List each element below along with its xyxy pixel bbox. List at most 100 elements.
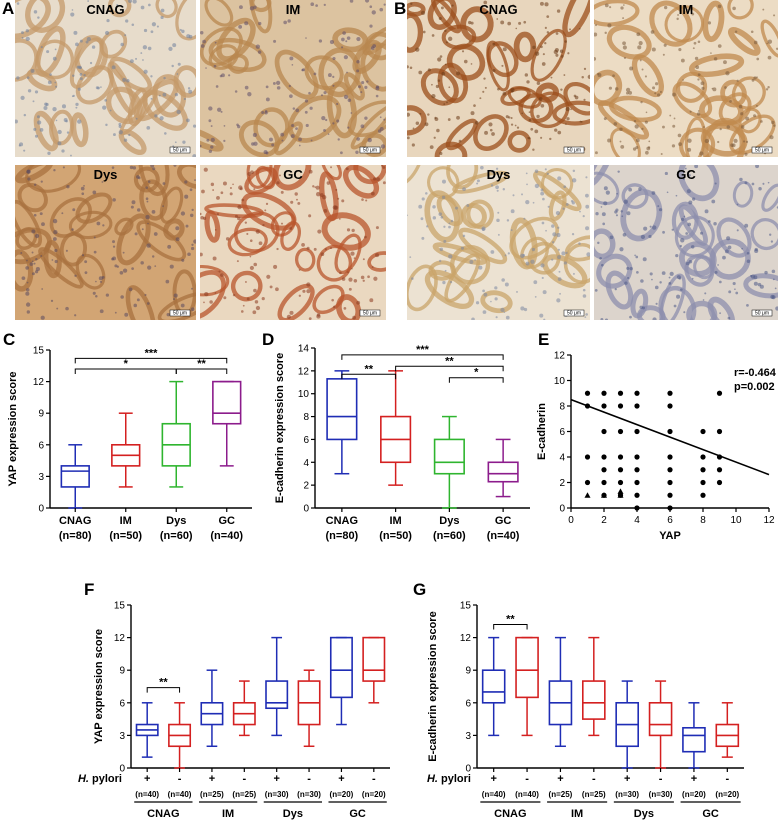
- cell-nucleus: [521, 193, 523, 196]
- cell-nucleus: [494, 297, 498, 301]
- cell-nucleus: [70, 154, 72, 157]
- cell-nucleus: [132, 0, 137, 4]
- cell-nucleus: [699, 151, 704, 156]
- cell-nucleus: [668, 282, 672, 285]
- cell-nucleus: [185, 224, 189, 228]
- cell-nucleus: [210, 182, 215, 187]
- cell-nucleus: [549, 137, 552, 141]
- cell-nucleus: [102, 224, 105, 227]
- cell-nucleus: [490, 184, 494, 187]
- cell-nucleus: [421, 197, 425, 201]
- cell-nucleus: [144, 293, 147, 296]
- cell-nucleus: [656, 93, 661, 97]
- cell-nucleus: [101, 275, 105, 279]
- cell-nucleus: [52, 218, 58, 224]
- significance-label: ***: [145, 347, 159, 359]
- box-gc-neg: [715, 702, 740, 758]
- cell-nucleus: [534, 295, 537, 298]
- cell-nucleus: [411, 143, 415, 147]
- cell-nucleus: [356, 137, 360, 141]
- cell-nucleus: [200, 215, 204, 220]
- cell-nucleus: [150, 75, 153, 78]
- micrograph-cnag: CNAG 50 μm: [15, 0, 196, 157]
- cell-nucleus: [682, 79, 684, 81]
- cell-nucleus: [99, 280, 102, 283]
- cell-nucleus: [101, 181, 104, 183]
- box-iqr: [212, 380, 242, 425]
- cell-nucleus: [760, 120, 763, 123]
- cell-nucleus: [427, 113, 430, 116]
- cell-nucleus: [110, 10, 112, 13]
- cell-nucleus: [483, 77, 486, 80]
- cell-nucleus: [497, 87, 500, 91]
- cell-nucleus: [203, 167, 208, 172]
- cell-nucleus: [739, 177, 743, 182]
- cell-nucleus: [620, 210, 623, 213]
- cell-nucleus: [175, 226, 180, 231]
- cell-nucleus: [174, 93, 179, 97]
- group-label: Dys: [283, 808, 303, 820]
- cell-nucleus: [165, 279, 170, 284]
- bracket-0-3: ***: [341, 344, 504, 360]
- cell-nucleus: [255, 44, 261, 49]
- gland-structure: [729, 114, 776, 155]
- cell-nucleus: [375, 86, 380, 91]
- cell-nucleus: [66, 184, 70, 189]
- cell-nucleus: [162, 205, 164, 207]
- cell-nucleus: [680, 58, 685, 63]
- cell-nucleus: [556, 9, 561, 13]
- cell-nucleus: [694, 165, 699, 169]
- y-tick-label: 15: [460, 601, 472, 612]
- cell-nucleus: [203, 301, 205, 304]
- cell-nucleus: [249, 255, 252, 258]
- cell-nucleus: [497, 233, 500, 236]
- cell-nucleus: [369, 24, 373, 28]
- gland-structure: [702, 0, 725, 43]
- cell-nucleus: [585, 226, 590, 231]
- cell-nucleus: [255, 305, 261, 311]
- cell-nucleus: [696, 112, 701, 116]
- cell-nucleus: [360, 275, 365, 280]
- cell-nucleus: [356, 300, 361, 305]
- sample-size-label: (n=30): [615, 790, 639, 799]
- cell-nucleus: [192, 154, 196, 157]
- cell-nucleus: [683, 215, 686, 218]
- cell-nucleus: [767, 39, 773, 44]
- cell-nucleus: [362, 258, 365, 261]
- cell-nucleus: [200, 212, 202, 216]
- cell-nucleus: [20, 95, 25, 101]
- cell-nucleus: [689, 110, 692, 113]
- cell-nucleus: [147, 222, 149, 225]
- cell-nucleus: [182, 140, 186, 144]
- scale-bar-label: 50 μm: [363, 148, 377, 154]
- gland-structure: [25, 0, 66, 33]
- cell-nucleus: [189, 188, 193, 192]
- cell-nucleus: [79, 39, 83, 43]
- cell-nucleus: [497, 211, 500, 214]
- cell-nucleus: [480, 165, 484, 170]
- data-point: [601, 403, 607, 409]
- cell-nucleus: [695, 65, 700, 70]
- cell-nucleus: [172, 43, 177, 48]
- panel-a-label: A: [2, 0, 14, 18]
- cell-nucleus: [151, 255, 155, 258]
- cell-nucleus: [246, 232, 249, 236]
- cell-nucleus: [54, 248, 58, 253]
- cell-nucleus: [25, 266, 29, 270]
- cell-nucleus: [645, 150, 649, 155]
- cell-nucleus: [40, 315, 45, 320]
- cell-nucleus: [619, 247, 624, 252]
- cell-nucleus: [662, 53, 665, 56]
- cell-nucleus: [312, 185, 315, 188]
- data-point: [634, 505, 640, 511]
- cell-nucleus: [753, 40, 758, 45]
- cell-nucleus: [595, 212, 599, 216]
- data-point: [601, 454, 607, 460]
- cell-nucleus: [536, 114, 540, 119]
- cell-nucleus: [750, 30, 754, 34]
- data-point: [700, 492, 706, 498]
- cell-nucleus: [296, 198, 298, 201]
- gland-structure: [594, 165, 614, 187]
- cell-nucleus: [644, 120, 648, 124]
- cell-nucleus: [672, 92, 676, 97]
